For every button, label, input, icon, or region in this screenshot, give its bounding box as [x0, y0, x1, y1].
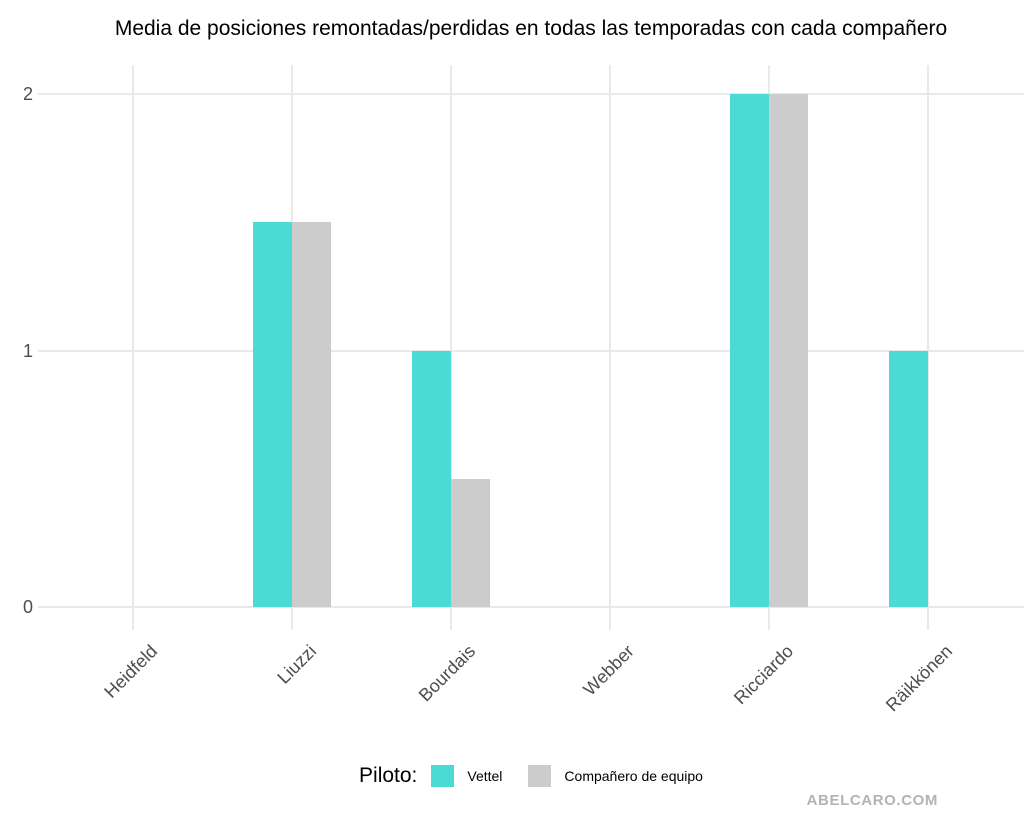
- legend: Piloto: Vettel Compañero de equipo: [38, 757, 1024, 795]
- x-tick-label: Liuzzi: [273, 641, 321, 688]
- vettel-color-swatch: [431, 765, 455, 787]
- legend-item-vettel[interactable]: Vettel: [431, 765, 502, 787]
- bar-vettel-liuzzi[interactable]: [253, 222, 292, 607]
- legend-item-label: Compañero de equipo: [564, 768, 703, 784]
- chart-title: Media de posiciones remontadas/perdidas …: [114, 17, 948, 40]
- x-tick-label: Webber: [579, 641, 639, 700]
- bar-vettel-ricciardo[interactable]: [730, 94, 769, 607]
- x-tick-label: Ricciardo: [729, 641, 798, 709]
- x-gridline: [927, 65, 929, 630]
- bar-vettel-bourdais[interactable]: [412, 350, 451, 607]
- x-tick-label: Bourdais: [414, 641, 480, 706]
- watermark: ABELCARO.COM: [806, 792, 938, 809]
- legend-item-label: Vettel: [467, 768, 503, 784]
- x-gridline: [132, 65, 134, 630]
- y-tick-label: 1: [22, 340, 33, 361]
- y-gridline: [38, 606, 1024, 608]
- y-tick-label: 0: [22, 597, 33, 617]
- x-gridline: [450, 65, 452, 630]
- legend-title: Piloto:: [359, 764, 418, 787]
- teammate-color-swatch: [528, 765, 552, 787]
- y-tick-label: 2: [22, 84, 33, 104]
- bar-vettel-räikkönen[interactable]: [889, 350, 928, 607]
- x-gridline: [609, 65, 611, 630]
- y-gridline: [38, 93, 1024, 95]
- bar-compa-ero-de-equipo-bourdais[interactable]: [451, 478, 490, 607]
- legend-item-teammate[interactable]: Compañero de equipo: [528, 765, 703, 787]
- x-tick-label: Räikkönen: [881, 641, 957, 716]
- bar-compa-ero-de-equipo-liuzzi[interactable]: [292, 222, 331, 607]
- x-tick-label: Heidfeld: [100, 641, 162, 702]
- y-gridline: [38, 349, 1024, 352]
- bar-compa-ero-de-equipo-ricciardo[interactable]: [769, 94, 808, 607]
